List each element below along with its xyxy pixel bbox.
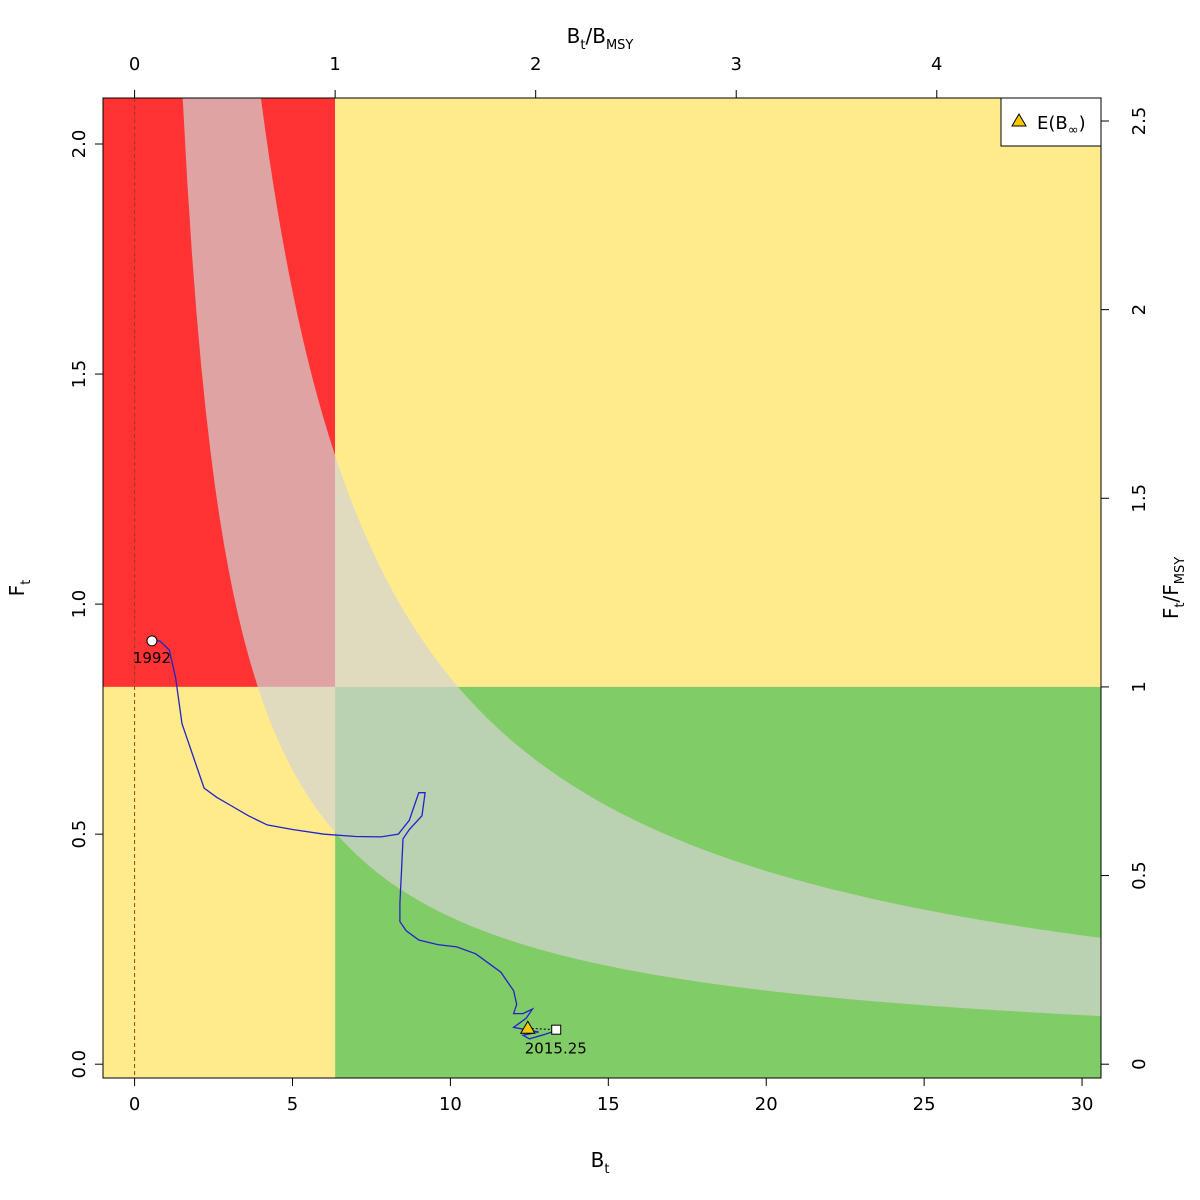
x2-tick-label: 4 [931, 54, 942, 75]
x-tick-label: 25 [913, 1094, 936, 1115]
x-tick-label: 20 [755, 1094, 778, 1115]
start-point [146, 635, 158, 647]
y-tick-label: 0.5 [69, 820, 90, 849]
x-tick-label: 30 [1071, 1094, 1094, 1115]
y-tick-label: 2.0 [69, 130, 90, 159]
y2-tick-label: 1.5 [1129, 484, 1150, 513]
x2-tick-label: 3 [730, 54, 741, 75]
y-tick-label: 1.0 [69, 590, 90, 619]
y2-tick-label: 0.5 [1129, 861, 1150, 890]
y-tick-label: 0.0 [69, 1050, 90, 1079]
x-tick-label: 0 [129, 1094, 140, 1115]
plot-frame [102, 97, 1102, 1079]
x2-axis-title: Bt/BMSY [567, 24, 634, 53]
zone-yellow-top [335, 98, 1101, 687]
trajectory-line [152, 640, 555, 1040]
x2-tick-label: 2 [530, 54, 541, 75]
expected-biomass-triangle [519, 1020, 536, 1034]
x2-tick-label: 1 [329, 54, 340, 75]
axes: 0 5 10 15 20 25 30 0.0 0.5 1.0 1.5 2.0 0 1 2 3 4 0 0.5 1 1.5… [69, 54, 1150, 1115]
y2-tick-label: 1 [1129, 681, 1150, 692]
y2-axis-title: Ft/FMSY [1159, 557, 1188, 619]
x-tick-label: 15 [597, 1094, 620, 1115]
end-label: 2015.25 [525, 1040, 587, 1058]
msy-band [182, 98, 1101, 1017]
x-tick-label: 10 [439, 1094, 462, 1115]
y2-tick-label: 2.5 [1129, 107, 1150, 136]
x-tick-label: 5 [287, 1094, 298, 1115]
y2-tick-label: 0 [1129, 1058, 1150, 1069]
x2-tick-label: 0 [129, 54, 140, 75]
start-label: 1992 [133, 649, 171, 667]
y-tick-label: 1.5 [69, 360, 90, 389]
legend-triangle-icon [1011, 113, 1027, 127]
legend-label: E(B∞) [1037, 113, 1086, 138]
plot-area: 1992 2015.25 [103, 98, 1101, 1078]
end-point [551, 1024, 562, 1035]
legend: E(B∞) [1000, 97, 1102, 147]
y2-tick-label: 2 [1129, 304, 1150, 315]
x-axis-title: Bt [591, 1148, 610, 1177]
y-axis-title: Ft [5, 580, 34, 597]
